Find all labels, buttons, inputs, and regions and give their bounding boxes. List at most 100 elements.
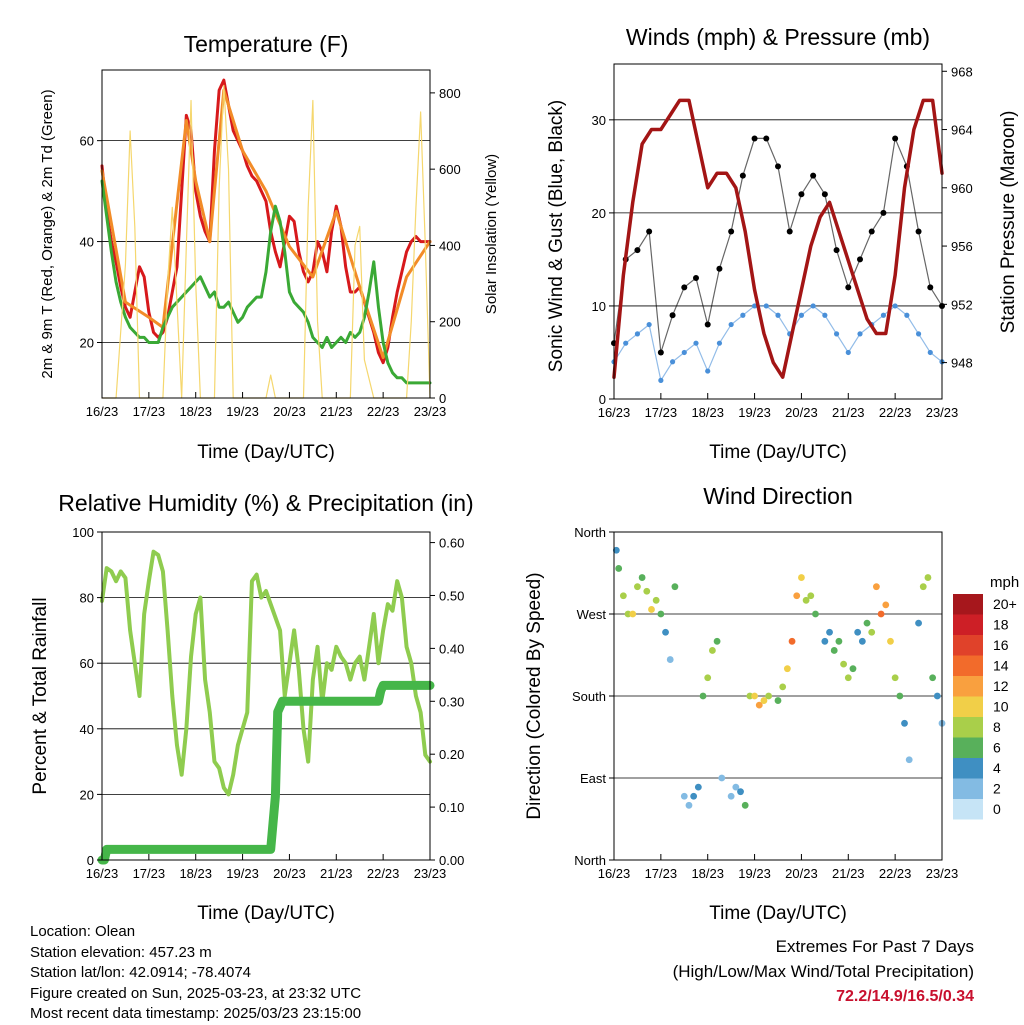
humidity-title: Relative Humidity (%) & Precipitation (i… <box>58 490 473 516</box>
direction-point <box>896 692 904 700</box>
temperature-y2tick-label: 0 <box>439 391 446 406</box>
direction-point <box>840 660 847 668</box>
speed-legend-label: 0 <box>993 801 1001 817</box>
humidity-rh-line <box>100 549 432 797</box>
winds-y2tick-label: 960 <box>951 181 973 196</box>
direction-point <box>680 792 688 800</box>
direction-ytick-label: East <box>580 771 606 786</box>
direction-point <box>783 665 791 673</box>
direction-point <box>612 546 620 554</box>
humidity-xtick-label: 21/23 <box>320 866 353 881</box>
winds-ytick-label: 10 <box>592 299 606 314</box>
direction-point <box>929 674 937 682</box>
humidity-xtick-label: 22/23 <box>367 866 400 881</box>
direction-point <box>868 628 876 636</box>
winds-y2tick-label: 956 <box>951 239 973 254</box>
winds-xtick-label: 16/23 <box>598 405 631 420</box>
humidity-ytick-label: 60 <box>80 656 94 671</box>
temperature-xtick-label: 20/23 <box>273 404 306 419</box>
speed-legend-swatch <box>953 655 983 676</box>
humidity-xtick-label: 16/23 <box>86 866 119 881</box>
extremes-subtitle: (High/Low/Max Wind/Total Precipitation) <box>672 962 974 981</box>
temperature-title: Temperature (F) <box>184 31 349 57</box>
speed-legend-swatch <box>953 676 983 697</box>
temperature-plot-frame <box>101 69 431 399</box>
winds-xtick-label: 19/23 <box>738 405 771 420</box>
humidity-xtick-label: 18/23 <box>179 866 212 881</box>
speed-legend-swatch <box>953 635 983 656</box>
direction-point <box>798 574 805 581</box>
direction-xtick-label: 21/23 <box>832 866 865 881</box>
temperature-xtick-label: 21/23 <box>320 404 353 419</box>
winds-wind-line <box>613 305 943 382</box>
direction-title: Wind Direction <box>703 483 853 509</box>
winds-gust-line <box>613 136 943 353</box>
direction-point <box>858 637 866 645</box>
speed-legend-label: 14 <box>993 658 1009 674</box>
location-text: Location: Olean <box>30 923 136 940</box>
direction-point <box>863 619 871 627</box>
temperature-y2tick-label: 400 <box>439 238 461 253</box>
speed-legend-title: mph <box>990 574 1019 591</box>
direction-point <box>657 610 665 618</box>
speed-legend-label: 12 <box>993 678 1009 694</box>
direction-point <box>634 583 641 591</box>
direction-point <box>690 792 698 800</box>
direction-point <box>727 792 735 800</box>
winds-ylabel: Sonic Wind & Gust (Blue, Black) <box>546 100 567 372</box>
direction-xtick-label: 19/23 <box>738 866 771 881</box>
station-info: Location: Olean Station elevation: 457.2… <box>30 922 361 1025</box>
direction-point <box>901 719 908 727</box>
direction-point <box>732 783 740 791</box>
latlon-text: Station lat/lon: 42.0914; -78.4074 <box>30 964 252 981</box>
temperature-xtick-label: 18/23 <box>179 404 212 419</box>
direction-point <box>624 610 632 618</box>
winds-y2tick-label: 968 <box>951 64 973 79</box>
speed-legend-label: 6 <box>993 740 1001 756</box>
humidity-xtick-label: 17/23 <box>133 866 166 881</box>
direction-point <box>873 583 880 591</box>
humidity-y2tick-label: 0.50 <box>439 588 464 603</box>
recent-text: Most recent data timestamp: 2025/03/23 2… <box>30 1005 362 1022</box>
direction-point <box>793 592 801 600</box>
temperature-xtick-label: 23/23 <box>414 404 447 419</box>
direction-ytick-label: South <box>572 689 606 704</box>
direction-point <box>882 601 890 609</box>
direction-point <box>802 596 810 604</box>
winds-ytick-label: 20 <box>592 206 606 221</box>
winds-xtick-label: 17/23 <box>645 405 678 420</box>
direction-point <box>648 606 655 613</box>
extremes-values: 72.2/14.9/16.5/0.34 <box>836 988 974 1005</box>
extremes-box: Extremes For Past 7 Days (High/Low/Max W… <box>673 934 974 1009</box>
speed-legend-swatch <box>953 717 983 738</box>
winds-xtick-label: 18/23 <box>691 405 724 420</box>
direction-point <box>905 756 913 764</box>
humidity-ytick-label: 100 <box>72 525 94 540</box>
humidity-y2tick-label: 0.10 <box>439 800 464 815</box>
direction-point <box>718 774 726 782</box>
direction-point <box>854 628 862 636</box>
humidity-xtick-label: 19/23 <box>226 866 259 881</box>
humidity-xlabel: Time (Day/UTC) <box>197 903 335 924</box>
direction-point <box>704 674 712 682</box>
direction-point <box>844 674 852 682</box>
direction-point <box>887 637 894 645</box>
winds-xtick-label: 22/23 <box>879 405 912 420</box>
winds-xtick-label: 23/23 <box>926 405 959 420</box>
temperature-ytick-label: 40 <box>80 235 94 250</box>
direction-point <box>629 610 637 618</box>
temperature-y2tick-label: 600 <box>439 162 461 177</box>
humidity-ytick-label: 40 <box>80 722 94 737</box>
elevation-text: Station elevation: 457.23 m <box>30 943 212 961</box>
winds-pressure-line <box>612 98 944 379</box>
direction-xtick-label: 16/23 <box>598 866 631 881</box>
speed-legend-label: 10 <box>993 699 1009 715</box>
direction-point <box>821 637 829 645</box>
temperature-ytick-label: 60 <box>80 134 94 149</box>
humidity-y2tick-label: 0.30 <box>439 694 464 709</box>
direction-point <box>685 801 693 809</box>
direction-point <box>709 647 716 654</box>
direction-point <box>652 596 660 604</box>
direction-point <box>760 697 768 704</box>
direction-point <box>694 783 702 791</box>
